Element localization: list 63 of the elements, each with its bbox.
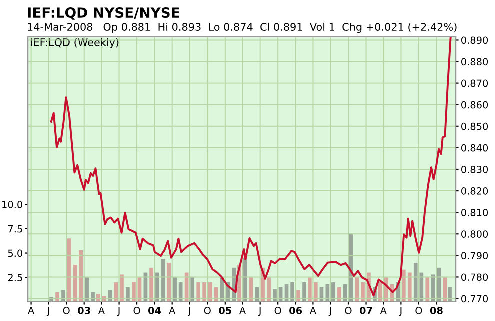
bar <box>167 263 171 302</box>
bar <box>196 282 201 302</box>
x-tick-label: J <box>399 307 402 316</box>
x-tick-label: O <box>134 307 140 314</box>
annotation: IEF:LQD (Weekly) <box>31 38 119 48</box>
chart-title: IEF:LQD NYSE/NYSE <box>28 8 180 20</box>
bar <box>150 268 154 302</box>
x-tick-label: A <box>380 307 387 314</box>
y-tick-label: 7.5 <box>8 226 22 233</box>
x-tick-label: O <box>274 307 282 314</box>
y2-tick-label: 0.870 <box>462 80 488 88</box>
y2-tick-label: 0.830 <box>462 166 488 174</box>
y2-tick-label: 0.880 <box>462 58 488 66</box>
bar <box>79 250 83 302</box>
y2-tick-label: 0.860 <box>462 101 488 109</box>
bar <box>443 278 448 302</box>
bar <box>132 282 136 302</box>
x-tick-label: 03 <box>78 307 90 314</box>
x-tick-label: 08 <box>430 307 443 314</box>
y2-tick-label: 0.810 <box>462 209 488 216</box>
x-tick-label: A <box>98 307 105 314</box>
x-tick-label: O <box>204 307 211 314</box>
bar <box>402 270 406 302</box>
y2-tick-label: 0.820 <box>462 188 488 195</box>
x-tick-label: J <box>117 307 120 316</box>
bar <box>208 282 212 302</box>
x-tick-label: 06 <box>290 307 302 314</box>
x-tick-label: O <box>416 307 422 314</box>
y2-tick-label: 0.780 <box>462 274 488 282</box>
y2-tick-label: 0.840 <box>462 144 488 152</box>
y-tick-label: 10.0 <box>2 201 22 208</box>
bar <box>120 274 124 302</box>
x-tick-label: A <box>240 307 246 314</box>
bar <box>267 278 271 302</box>
bar <box>338 287 342 302</box>
x-tick-label: O <box>345 307 352 314</box>
bar <box>378 282 382 302</box>
bar <box>408 272 412 302</box>
bar <box>314 282 318 302</box>
x-tick-label: J <box>258 307 261 316</box>
bar <box>308 278 312 302</box>
bar <box>202 282 206 302</box>
y2-tick-label: 0.790 <box>462 252 488 260</box>
x-tick-label: J <box>188 307 190 316</box>
x-tick-label: O <box>63 307 70 314</box>
y2-tick-label: 0.770 <box>462 295 488 303</box>
bar <box>214 287 218 302</box>
x-tick-label: 05 <box>219 307 232 314</box>
x-tick-label: A <box>169 307 176 314</box>
bar <box>361 282 365 302</box>
x-tick-label: J <box>46 307 50 316</box>
x-tick-label: A <box>310 307 316 314</box>
y2-tick-label: 0.850 <box>462 122 488 130</box>
y-tick-label: 2.5 <box>8 274 22 282</box>
x-tick-label: A <box>28 307 35 314</box>
y2-tick-label: 0.800 <box>462 230 488 238</box>
x-tick-label: J <box>328 307 332 316</box>
y-tick-label: 5.0 <box>8 250 22 258</box>
x-tick-label: 04 <box>148 307 162 314</box>
bar <box>426 278 430 302</box>
x-tick-label: 07 <box>360 307 372 314</box>
chart-subtitle: 14-Mar-2008 Op 0.881 Hi 0.893 Lo 0.874 Cl 0.891 Vol 1 Chg +0.021 (+2.42%) <box>28 22 457 34</box>
y2-tick-label: 0.890 <box>462 36 488 44</box>
